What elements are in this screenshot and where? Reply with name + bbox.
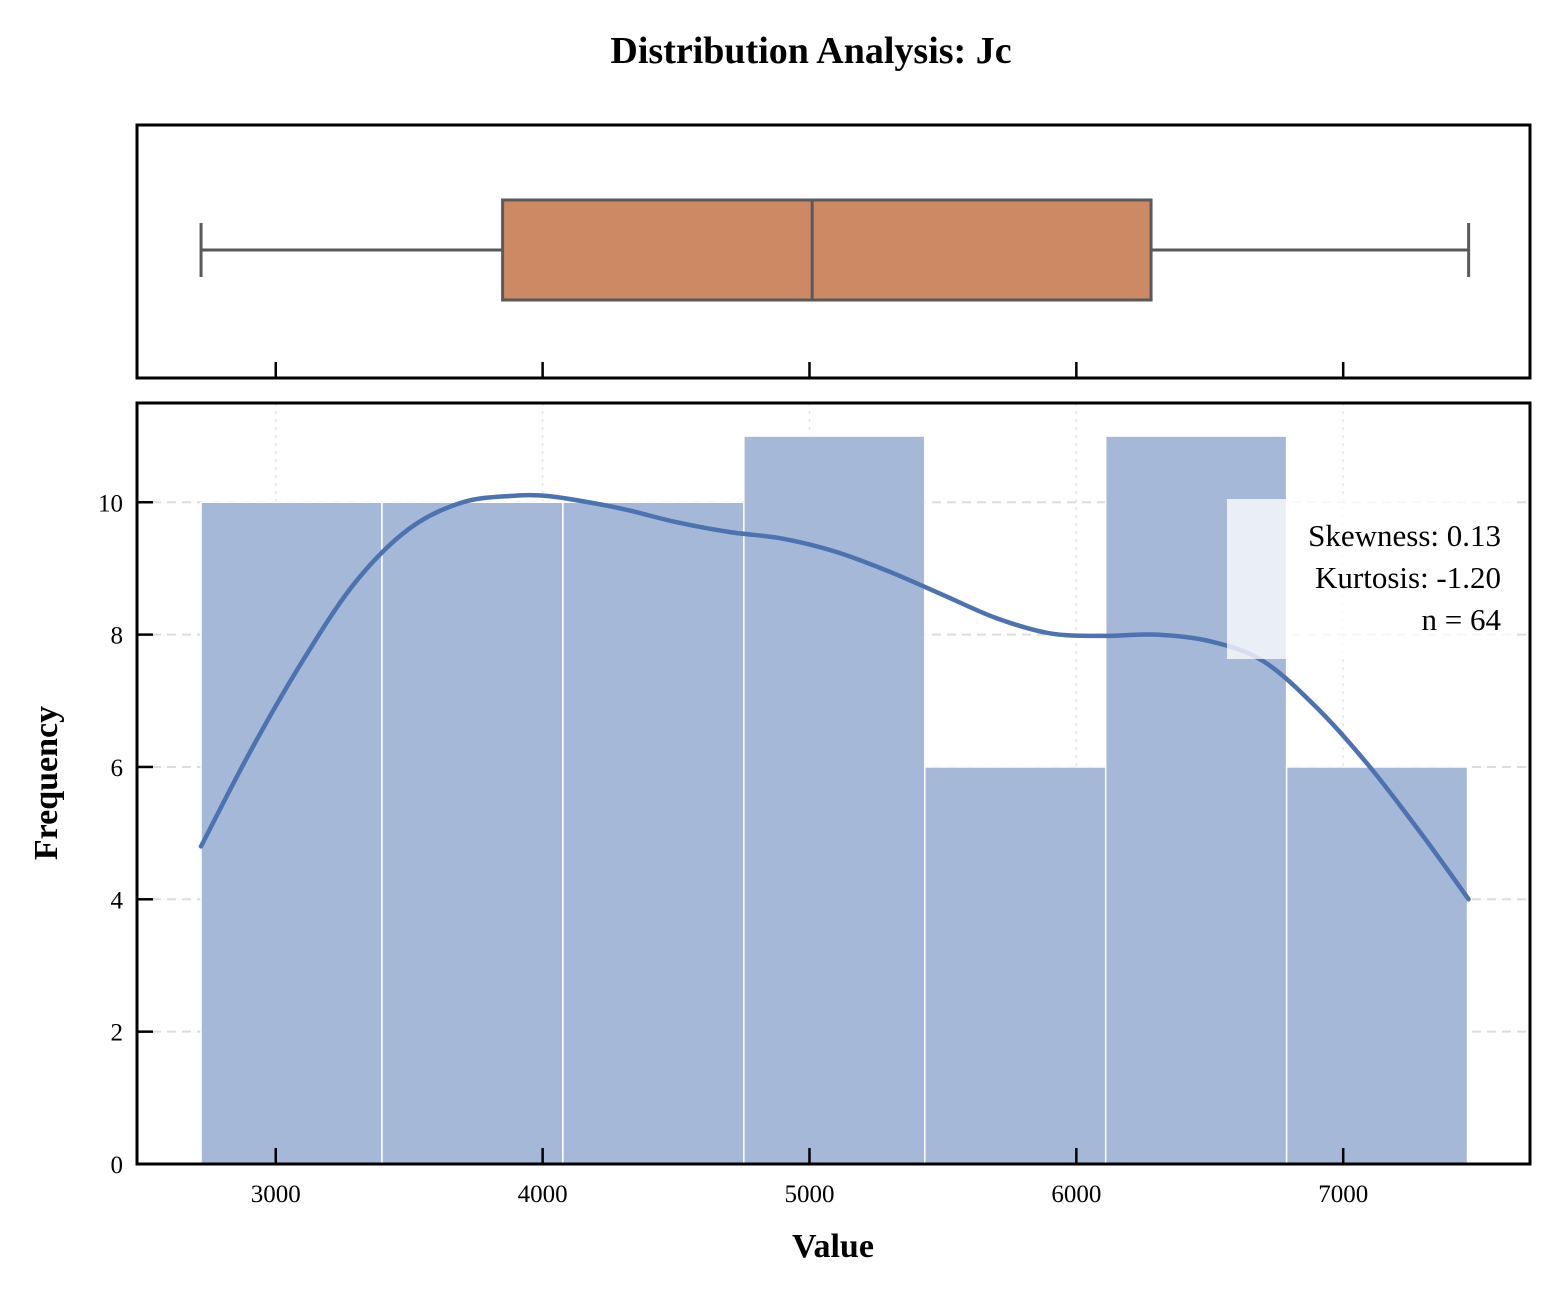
y-tick-label: 8: [111, 623, 124, 650]
stats-line: Kurtosis: -1.20: [1315, 560, 1501, 595]
x-tick-label: 4000: [518, 1181, 568, 1208]
histogram-bar: [562, 501, 745, 1165]
histogram-bar: [924, 766, 1107, 1165]
y-tick-label: 6: [111, 755, 124, 782]
boxplot-panel: [135, 123, 1532, 380]
histogram-bar: [200, 501, 383, 1165]
iqr-box: [501, 198, 1153, 302]
x-tick-label: 7000: [1318, 1181, 1368, 1208]
histogram-bars: [200, 435, 1469, 1165]
x-tick-label: 5000: [784, 1181, 834, 1208]
x-tick-label: 6000: [1051, 1181, 1101, 1208]
y-tick-label: 0: [111, 1152, 124, 1179]
histogram-bar: [381, 501, 564, 1165]
histogram-ticks: 3000 4000 5000 6000 7000 0 2 4 6 8 10: [98, 490, 1368, 1208]
y-tick-label: 4: [111, 887, 124, 914]
stats-line: Skewness: 0.13: [1308, 518, 1501, 553]
histogram-bar: [1285, 766, 1469, 1165]
x-axis-label: Value: [792, 1228, 874, 1265]
stats-annotation: Skewness: 0.13 Kurtosis: -1.20 n = 64: [1227, 499, 1512, 659]
y-tick-label: 10: [98, 490, 123, 517]
x-tick-label: 3000: [251, 1181, 301, 1208]
figure-title: Distribution Analysis: Jc: [610, 30, 1011, 72]
histogram-panel: 3000 4000 5000 6000 7000 0 2 4 6 8 10 Skewness: 0.…: [28, 401, 1532, 1265]
kde-curve: [198, 492, 1471, 902]
boxplot-frame: [135, 123, 1532, 380]
boxplot-marks: [199, 198, 1471, 302]
stats-background: [1227, 499, 1512, 659]
histogram-bar: [743, 435, 926, 1165]
y-axis-label: Frequency: [28, 706, 65, 860]
stats-line: n = 64: [1422, 602, 1502, 637]
histogram-frame: [135, 401, 1532, 1166]
y-tick-label: 2: [111, 1020, 124, 1047]
boxplot-x-ticks: [274, 362, 1345, 378]
